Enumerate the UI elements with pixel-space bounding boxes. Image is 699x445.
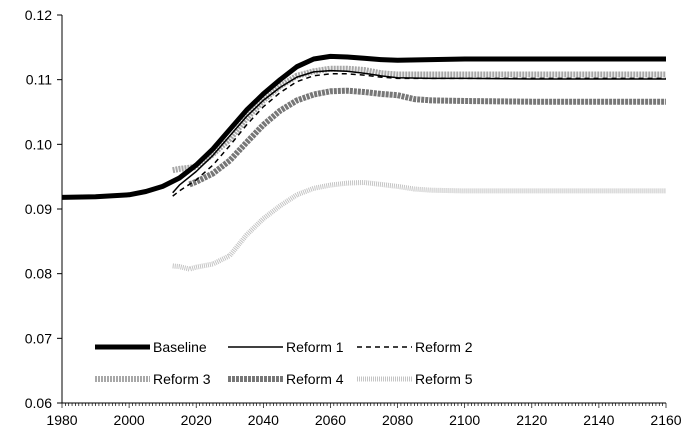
series-line-reform-3 [172, 65, 666, 174]
y-tick-label: 0.12 [25, 7, 52, 23]
legend-label: Baseline [153, 339, 207, 355]
x-tick-label: 2160 [650, 412, 681, 428]
series-line-reform-4 [188, 87, 666, 188]
y-tick-label: 0.06 [25, 395, 52, 411]
y-tick-label: 0.10 [25, 136, 52, 152]
x-tick-label: 2140 [583, 412, 614, 428]
chart-legend: Baseline Reform 1 Reform 2 Reform 3 Reform 4… [95, 339, 473, 387]
legend-label: Reform 5 [415, 371, 473, 387]
legend-label: Reform 2 [415, 339, 473, 355]
legend-label: Reform 3 [153, 371, 211, 387]
chart-axes: 0.06 0.07 0.08 0.09 0.10 0.11 0.12 1980 2000 2020… [25, 7, 682, 428]
x-tick-label: 2060 [315, 412, 346, 428]
x-tick-label: 2120 [516, 412, 547, 428]
y-tick-label: 0.11 [26, 72, 52, 88]
x-tick-label: 2100 [449, 412, 480, 428]
x-tick-label: 2040 [248, 412, 279, 428]
y-tick-label: 0.07 [25, 330, 52, 346]
legend-label: Reform 4 [286, 371, 344, 387]
series-line-baseline [61, 53, 666, 200]
x-tick-label: 1980 [46, 412, 77, 428]
x-tick-label: 2000 [114, 412, 145, 428]
y-tick-label: 0.08 [25, 266, 52, 282]
x-tick-label: 2080 [382, 412, 413, 428]
x-tick-label: 2020 [181, 412, 212, 428]
legend-label: Reform 1 [286, 339, 344, 355]
series-line-reform-5 [172, 180, 666, 272]
chart-series [61, 53, 666, 272]
series-line-reform-2 [172, 73, 666, 197]
series-line-reform-1 [172, 69, 666, 194]
y-tick-label: 0.09 [25, 201, 52, 217]
